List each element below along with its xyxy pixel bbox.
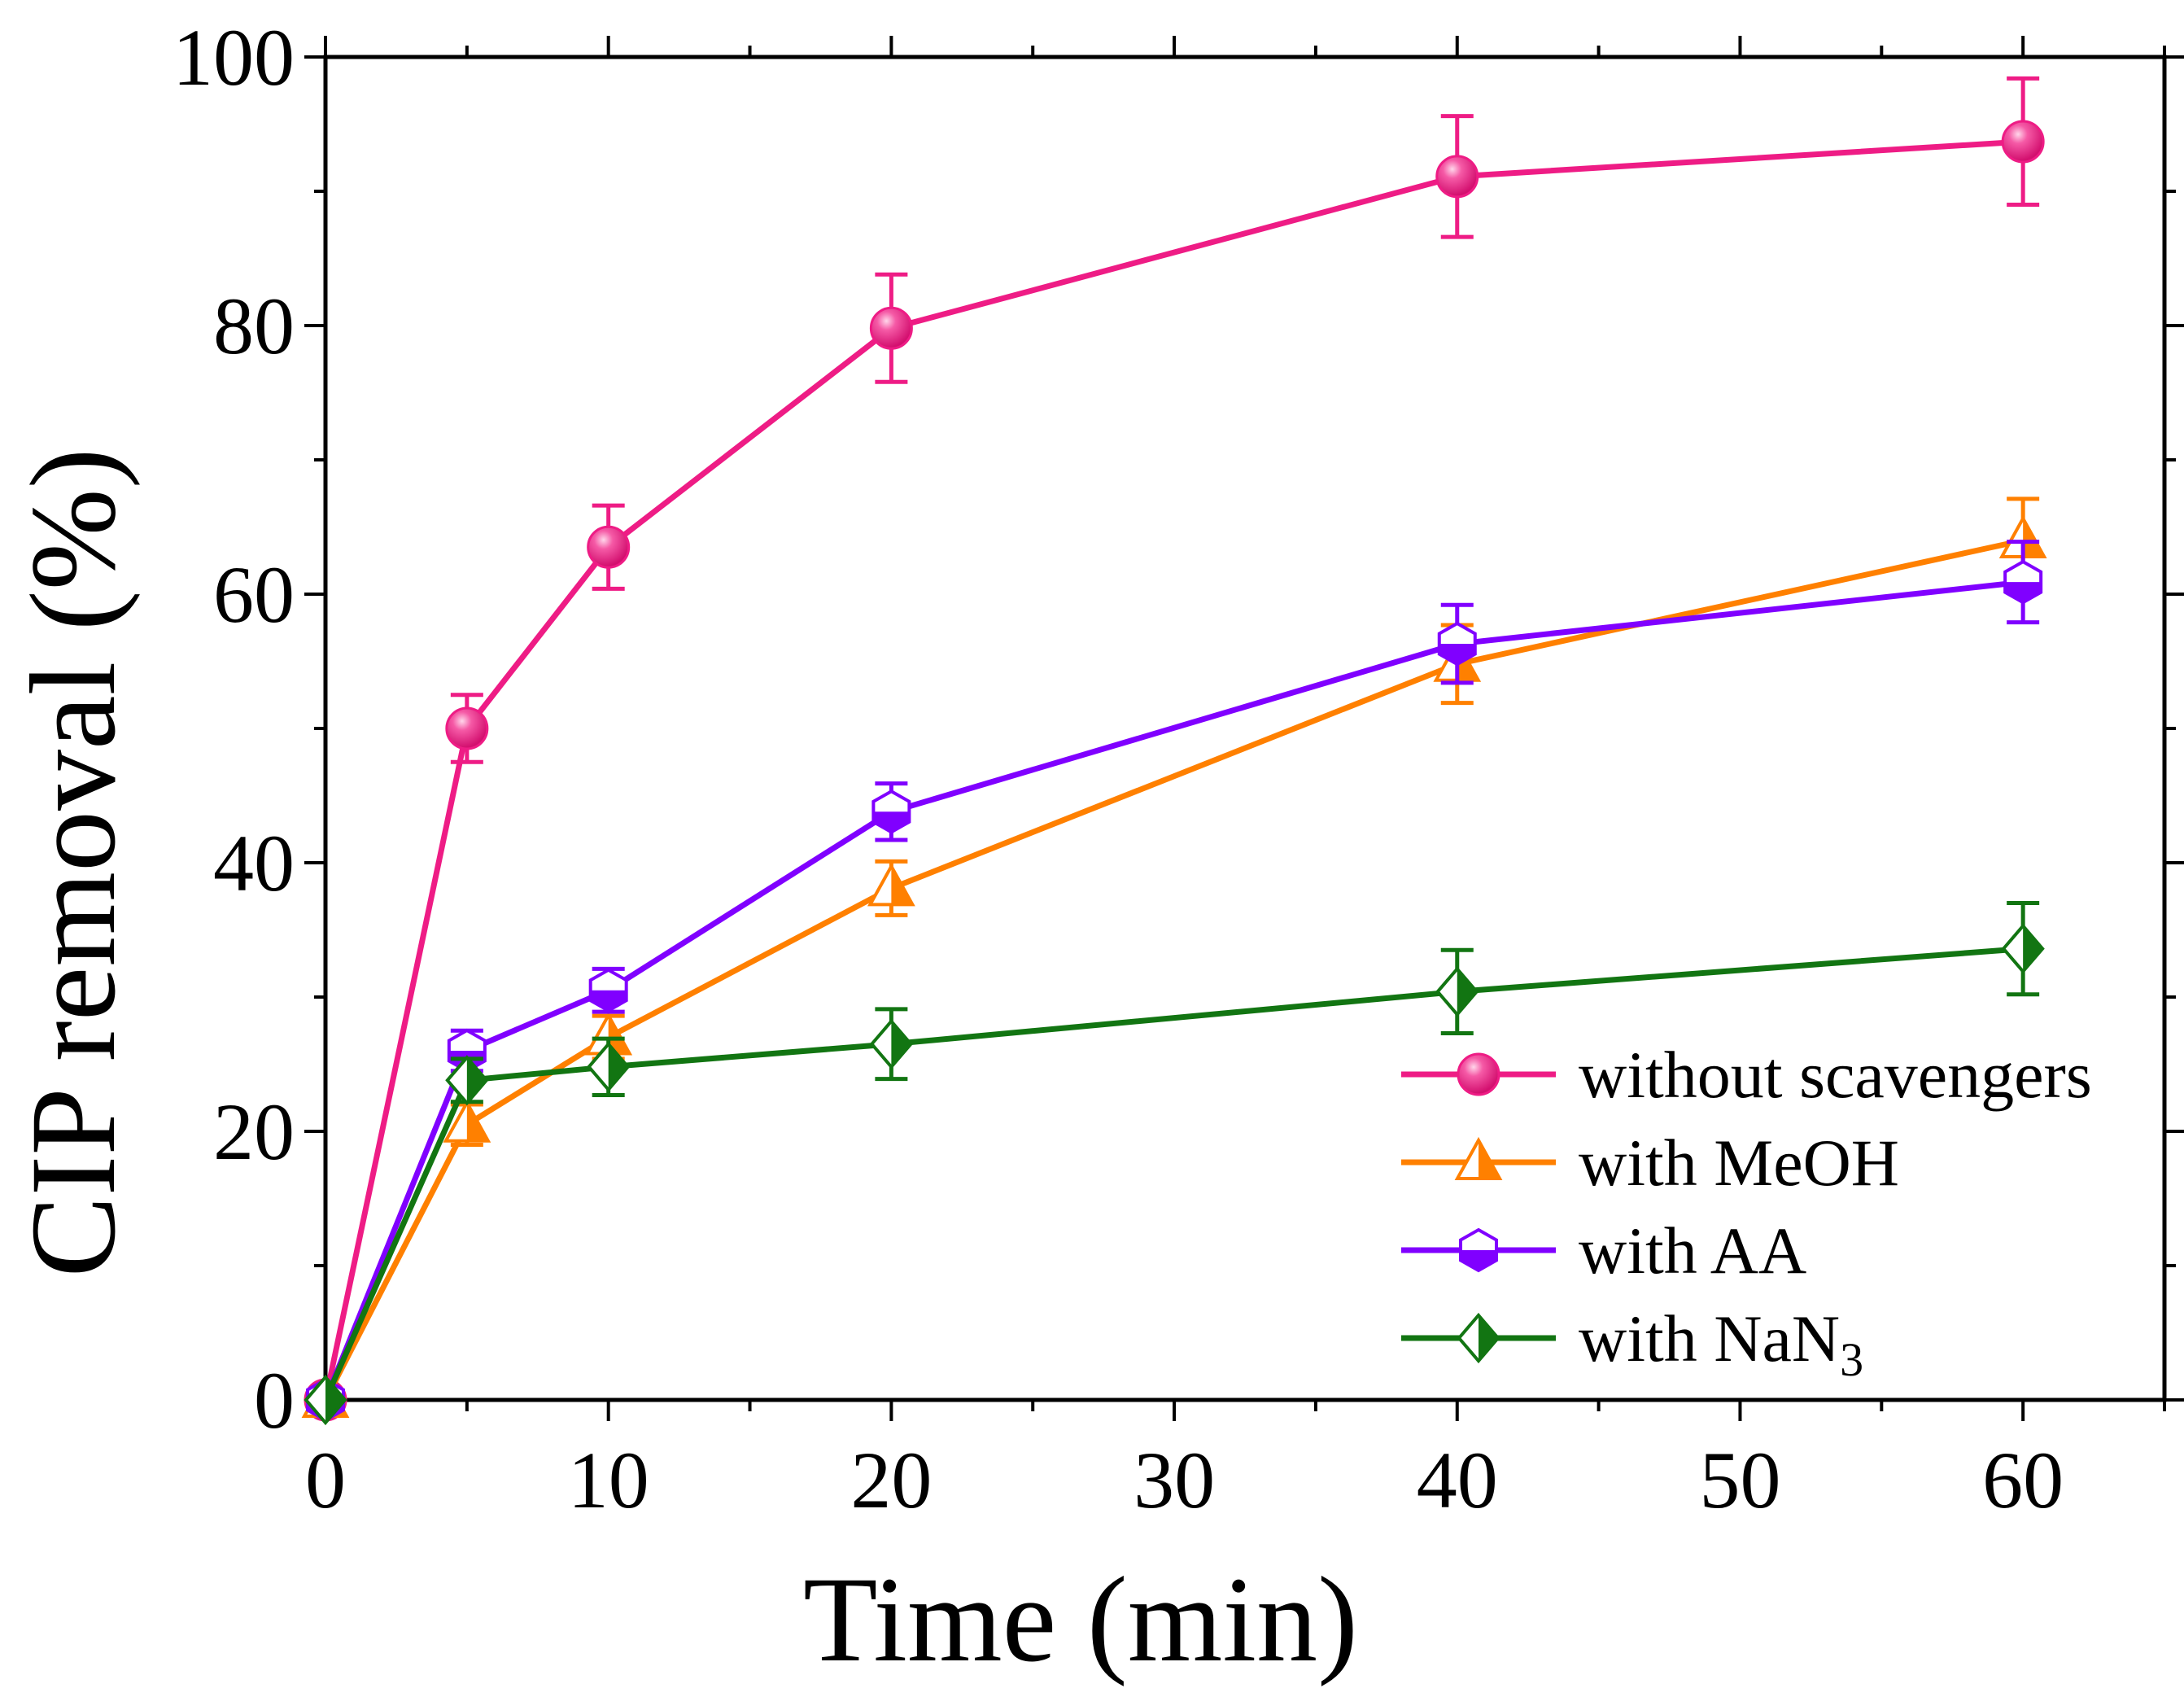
marker-ball bbox=[869, 306, 913, 350]
marker-outline bbox=[588, 968, 628, 1013]
legend-marker bbox=[1457, 1312, 1500, 1364]
marker-outline bbox=[867, 863, 915, 907]
legend-marker bbox=[1454, 1136, 1503, 1180]
marker-ball bbox=[587, 525, 631, 569]
legend-label: with MeOH bbox=[1579, 1126, 1899, 1200]
plot-frame: 0 10 20 30 40 50 60 0 20 40 60 80 100 bbox=[173, 12, 2184, 1525]
marker-ball bbox=[1457, 1052, 1500, 1096]
y-tick-label: 100 bbox=[173, 12, 295, 103]
x-tick-label: 20 bbox=[850, 1435, 932, 1525]
series-3 bbox=[306, 540, 2043, 1423]
data-point bbox=[1998, 514, 2047, 558]
legend-entry-3: with AA bbox=[1401, 1214, 1806, 1288]
marker-half-fill bbox=[2023, 925, 2043, 972]
x-tick-label: 10 bbox=[568, 1435, 649, 1525]
legend: without scavengers with MeOH with AA with N… bbox=[1401, 1038, 2092, 1386]
data-point bbox=[871, 789, 911, 834]
data-point bbox=[587, 1041, 631, 1092]
marker-outline bbox=[869, 1018, 914, 1069]
marker-half-fill bbox=[608, 1043, 628, 1090]
data-point bbox=[869, 306, 913, 350]
x-tick-label: 0 bbox=[305, 1435, 346, 1525]
data-point bbox=[2001, 120, 2045, 164]
marker-outline bbox=[1459, 1227, 1498, 1273]
marker-half-fill bbox=[1479, 1315, 1498, 1361]
data-point bbox=[443, 1099, 491, 1143]
series-layer bbox=[301, 76, 2047, 1426]
data-point bbox=[588, 968, 628, 1013]
data-point bbox=[1435, 155, 1479, 199]
marker-outline bbox=[1435, 966, 1479, 1017]
marker-outline bbox=[1457, 1312, 1500, 1364]
series-line bbox=[322, 946, 2024, 1402]
legend-subscript: 3 bbox=[1840, 1333, 1863, 1386]
series-4 bbox=[304, 901, 2045, 1426]
marker-outline bbox=[1454, 1136, 1503, 1180]
y-tick-label: 40 bbox=[213, 818, 295, 908]
y-axis-title: CIP removal (%) bbox=[6, 448, 141, 1277]
legend-label: with NaN3 bbox=[1579, 1301, 1863, 1386]
x-tick-label: 30 bbox=[1133, 1435, 1215, 1525]
marker-half-fill bbox=[466, 1057, 487, 1104]
data-point bbox=[445, 706, 489, 750]
marker-outline bbox=[2001, 923, 2045, 974]
marker-outline bbox=[1437, 621, 1477, 667]
marker-ball bbox=[1435, 155, 1479, 199]
data-point bbox=[445, 1055, 489, 1106]
data-point bbox=[1435, 966, 1479, 1017]
data-point bbox=[587, 525, 631, 569]
x-tick-label: 60 bbox=[1982, 1435, 2064, 1525]
legend-label: with AA bbox=[1579, 1214, 1806, 1288]
data-point bbox=[304, 1374, 347, 1426]
legend-entry-4: with NaN3 bbox=[1401, 1301, 1863, 1386]
marker-half-fill bbox=[1457, 969, 1477, 1015]
series-line bbox=[322, 579, 2024, 1402]
y-tick-label: 0 bbox=[254, 1355, 295, 1446]
marker-outline bbox=[304, 1374, 347, 1426]
marker-ball bbox=[445, 706, 489, 750]
y-tick-label: 20 bbox=[213, 1087, 295, 1177]
y-tick-label: 80 bbox=[213, 281, 295, 371]
marker-outline bbox=[445, 1055, 489, 1106]
data-point bbox=[867, 863, 915, 907]
series-line bbox=[322, 138, 2024, 1401]
legend-marker bbox=[1457, 1052, 1500, 1096]
marker-outline bbox=[587, 1041, 631, 1092]
marker-outline bbox=[2003, 559, 2043, 605]
y-tick-label: 60 bbox=[213, 549, 295, 640]
legend-label: without scavengers bbox=[1579, 1038, 2092, 1112]
marker-outline bbox=[871, 789, 911, 834]
marker-ball bbox=[2001, 120, 2045, 164]
data-point bbox=[2001, 923, 2045, 974]
marker-half-fill bbox=[891, 1021, 911, 1067]
x-axis-title: Time (min) bbox=[803, 1552, 1358, 1687]
marker-half-fill bbox=[325, 1377, 345, 1423]
marker-outline bbox=[443, 1099, 491, 1143]
data-point bbox=[869, 1018, 914, 1069]
x-tick-label: 40 bbox=[1417, 1435, 1498, 1525]
legend-entry-1: without scavengers bbox=[1401, 1038, 2092, 1112]
legend-entry-2: with MeOH bbox=[1401, 1126, 1899, 1200]
data-point bbox=[1437, 621, 1477, 667]
legend-marker bbox=[1459, 1227, 1498, 1273]
series-line bbox=[322, 537, 2024, 1402]
data-point bbox=[2003, 559, 2043, 605]
x-tick-label: 50 bbox=[1699, 1435, 1780, 1525]
